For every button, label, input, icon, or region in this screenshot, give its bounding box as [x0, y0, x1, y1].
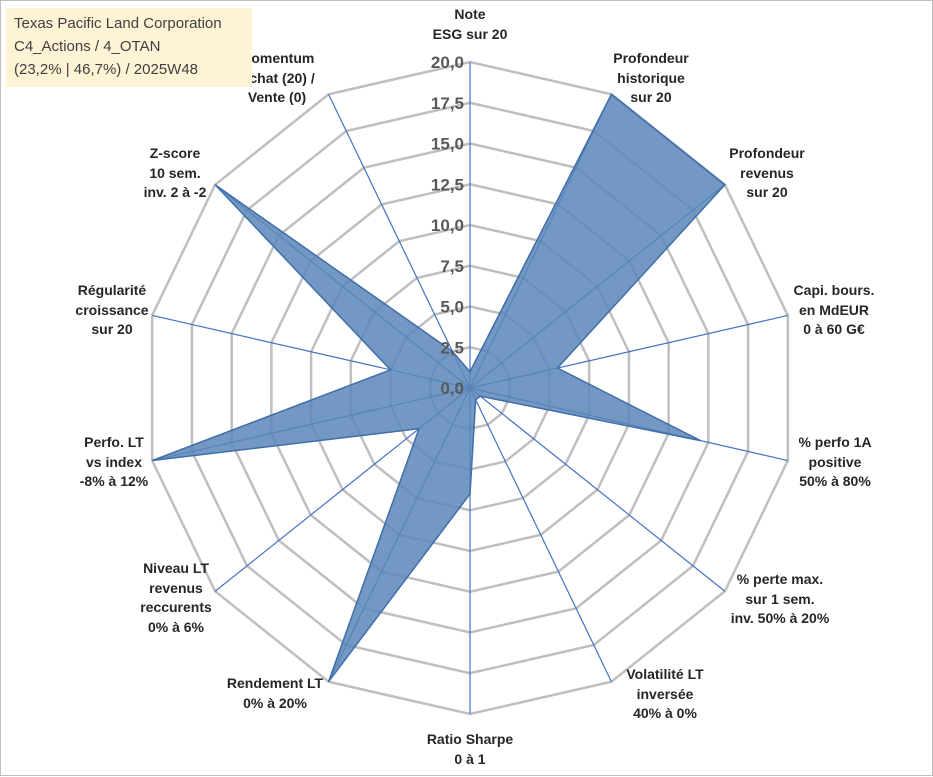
- series-area: [151, 93, 726, 683]
- axis-label-8: Rendement LT 0% à 20%: [227, 674, 323, 713]
- axis-label-line: Achat (20) /: [239, 69, 315, 86]
- axis-label-9: Niveau LT revenus reccurents 0% à 6%: [140, 559, 212, 637]
- info-box: Texas Pacific Land Corporation C4_Action…: [6, 8, 252, 87]
- company-name: Texas Pacific Land Corporation: [14, 15, 222, 32]
- axis-label-line: -8% à 12%: [79, 473, 149, 489]
- axis-label-5: % perte max. sur 1 sem. inv. 50% à 20%: [731, 570, 830, 629]
- axis-label-line: Ratio Sharpe: [426, 731, 514, 747]
- tick-label-3: 7,5: [440, 257, 464, 276]
- axis-label-line: 0% à 20%: [243, 694, 307, 711]
- tick-label-2: 5,0: [440, 298, 464, 317]
- axis-label-line: historique: [617, 69, 685, 86]
- tick-label-7: 17,5: [431, 94, 464, 113]
- stats-label: (23,2% | 46,7%) / 2025W48: [14, 61, 198, 78]
- axis-label-line: Profondeur: [729, 145, 805, 161]
- axis-label-line: Perfo. LT: [84, 434, 144, 450]
- axis-label-6: Volatilité LT inversée 40% à 0%: [626, 665, 703, 724]
- axis-label-line: revenus: [740, 164, 794, 181]
- axis-label-line: reccurents: [140, 599, 212, 615]
- axis-label-line: Momentum: [239, 50, 315, 66]
- tick-label-4: 10,0: [431, 216, 464, 235]
- axis-label-0: Note ESG sur 20: [433, 5, 508, 44]
- axis-label-1: Profondeur historique sur 20: [613, 49, 688, 108]
- axis-line-6: [469, 387, 612, 682]
- axis-label-line: 40% à 0%: [633, 705, 697, 721]
- axis-line-5: [469, 387, 726, 592]
- axis-label-line: Volatilité LT: [626, 666, 704, 682]
- axis-label-4: % perfo 1A positive 50% à 80%: [798, 433, 871, 492]
- axis-line-13: [328, 94, 471, 389]
- tick-label-1: 2,5: [440, 338, 464, 357]
- axis-label-line: Rendement LT: [226, 675, 324, 691]
- axis-label-line: 0 à 1: [454, 750, 486, 767]
- axis-label-10: Perfo. LT vs index -8% à 12%: [80, 433, 148, 492]
- axis-label-2: Profondeur revenus sur 20: [729, 144, 804, 203]
- axis-label-line: inversée: [636, 685, 694, 702]
- tick-label-6: 15,0: [431, 135, 464, 154]
- axis-label-line: sur 20: [630, 89, 672, 105]
- axis-label-11: Régularité croissance sur 20: [75, 281, 148, 340]
- axis-label-line: 50% à 80%: [799, 473, 871, 489]
- axis-label-line: Z-score: [149, 145, 201, 161]
- axis-label-line: Note: [454, 6, 486, 22]
- tick-label-8: 20,0: [431, 53, 464, 72]
- axis-label-line: vs index: [85, 453, 143, 470]
- axis-label-line: inv. 2 à -2: [143, 184, 207, 200]
- axis-label-13: Momentum Achat (20) / Vente (0): [239, 49, 314, 108]
- axis-label-line: sur 20: [746, 184, 788, 200]
- axis-label-line: Niveau LT: [143, 560, 209, 576]
- axis-label-7: Ratio Sharpe 0 à 1: [427, 730, 513, 769]
- series-layer: [151, 93, 726, 683]
- axis-label-line: Profondeur: [613, 50, 689, 66]
- axis-label-line: ESG sur 20: [432, 25, 508, 42]
- axis-label-line: Vente (0): [247, 89, 307, 105]
- axis-label-line: revenus: [149, 579, 203, 596]
- category-label: C4_Actions / 4_OTAN: [14, 38, 161, 55]
- axis-label-line: inv. 50% à 20%: [730, 610, 830, 626]
- axis-label-line: % perte max.: [736, 571, 824, 587]
- axis-label-line: en MdEUR: [799, 301, 869, 318]
- axis-label-line: Capi. bours.: [793, 282, 875, 298]
- axis-label-3: Capi. bours. en MdEUR 0 à 60 G€: [794, 281, 875, 340]
- axis-label-12: Z-score 10 sem. inv. 2 à -2: [144, 144, 207, 203]
- axis-label-line: Régularité: [77, 282, 147, 298]
- tick-layer: 0,0 2,5 5,0 7,5 10,0 12,5 15,0 17,5 20,0: [431, 53, 464, 398]
- axis-label-line: positive: [808, 453, 862, 470]
- axis-label-line: 0% à 6%: [147, 618, 205, 635]
- axis-label-line: sur 20: [91, 321, 133, 337]
- axis-label-line: croissance: [75, 301, 149, 318]
- axis-label-line: sur 1 sem.: [745, 590, 815, 607]
- axis-label-line: 0 à 60 G€: [803, 321, 865, 337]
- tick-label-5: 12,5: [431, 175, 464, 194]
- axis-label-line: % perfo 1A: [798, 434, 872, 450]
- tick-label-0: 0,0: [440, 379, 464, 398]
- axis-label-line: 10 sem.: [149, 164, 201, 181]
